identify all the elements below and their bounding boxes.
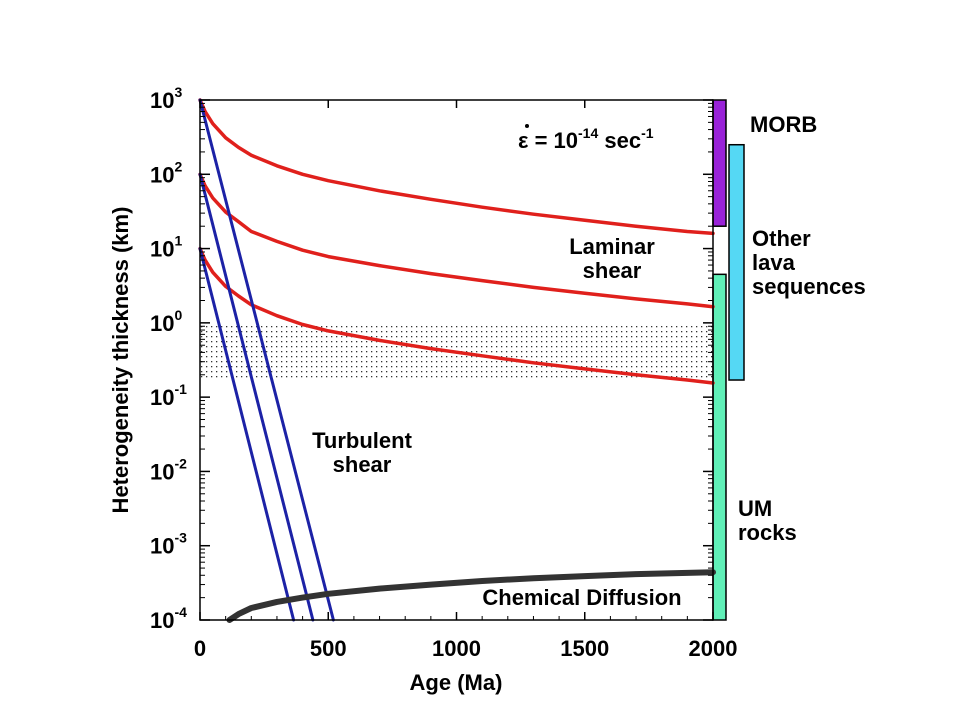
y-tick-label-5: 10-2 bbox=[150, 455, 187, 484]
y-axis-title: Heterogeneity thickness (km) bbox=[108, 207, 133, 514]
laminar-label-1: Laminar bbox=[569, 234, 655, 259]
turbulent-curve-3 bbox=[198, 98, 335, 622]
y-tick-label-7: 10-4 bbox=[150, 604, 187, 633]
diffusion-curve-6 bbox=[226, 569, 716, 623]
y-tick-label-3: 100 bbox=[150, 307, 182, 336]
x-axis-title: Age (Ma) bbox=[410, 670, 503, 695]
y-tick-label-2: 101 bbox=[150, 233, 182, 262]
range-bar-label-0-0: MORB bbox=[750, 112, 817, 137]
range-bar-label-1-2: sequences bbox=[752, 274, 866, 299]
x-tick-label-3: 1500 bbox=[560, 636, 609, 661]
range-bar-0 bbox=[712, 99, 727, 227]
strain-rate-label: ε = 10-14 sec-1 bbox=[518, 125, 654, 153]
turbulent-label-2: shear bbox=[333, 452, 392, 477]
range-bar-label-2-1: rocks bbox=[738, 520, 797, 545]
laminar-label-2: shear bbox=[583, 258, 642, 283]
turbulent-label-1: Turbulent bbox=[312, 428, 412, 453]
range-bar-2 bbox=[712, 273, 727, 621]
laminar-curve-1 bbox=[198, 172, 715, 309]
x-tick-label-4: 2000 bbox=[689, 636, 738, 661]
y-tick-label-1: 102 bbox=[150, 158, 182, 187]
diffusion-label: Chemical Diffusion bbox=[482, 585, 681, 610]
laminar-curve-0 bbox=[198, 98, 715, 236]
y-tick-label-6: 10-3 bbox=[150, 530, 187, 559]
strain-rate-dot bbox=[525, 124, 529, 128]
range-bar-1 bbox=[728, 143, 745, 381]
range-bar-label-2-0: UM bbox=[738, 496, 772, 521]
y-tick-label-0: 103 bbox=[150, 84, 182, 113]
turbulent-curve-5 bbox=[198, 247, 296, 622]
x-tick-label-1: 500 bbox=[310, 636, 347, 661]
x-tick-label-0: 0 bbox=[194, 636, 206, 661]
range-bar-label-1-0: Other bbox=[752, 226, 811, 251]
turbulent-curve-4 bbox=[198, 172, 315, 622]
x-tick-label-2: 1000 bbox=[432, 636, 481, 661]
laminar-curve-2 bbox=[198, 246, 715, 385]
range-bar-label-1-1: lava bbox=[752, 250, 796, 275]
y-tick-label-4: 10-1 bbox=[150, 381, 187, 410]
